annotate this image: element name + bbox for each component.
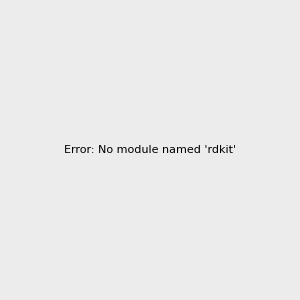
Text: Error: No module named 'rdkit': Error: No module named 'rdkit': [64, 145, 236, 155]
